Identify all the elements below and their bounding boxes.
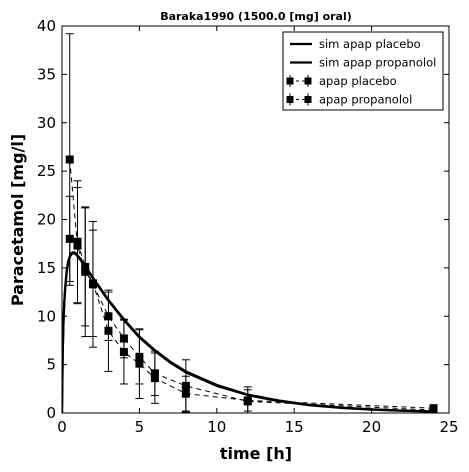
- data-point: [73, 237, 82, 246]
- series-apap-propanolol: [65, 180, 438, 413]
- chart-title: Baraka1990 (1500.0 [mg] oral): [160, 10, 352, 23]
- legend-item: sim apap placebo: [290, 37, 421, 51]
- legend-item: apap propanolol: [286, 93, 412, 107]
- legend: sim apap placebo sim apap propanolol apap …: [282, 31, 444, 111]
- plot-area: [62, 33, 438, 413]
- x-tick-label: 20: [362, 418, 381, 436]
- data-point: [181, 381, 190, 390]
- data-point: [88, 280, 97, 289]
- data-point: [243, 397, 252, 406]
- y-tick-label: 40: [37, 17, 56, 35]
- series-line: [69, 238, 434, 411]
- y-tick-label: 5: [46, 356, 56, 374]
- data-point: [150, 369, 159, 378]
- y-tick-label: 30: [37, 114, 56, 132]
- data-point: [429, 406, 438, 413]
- data-point: [81, 262, 90, 271]
- data-point: [65, 155, 74, 164]
- x-axis-label: time [h]: [220, 444, 292, 463]
- y-tick-label: 35: [37, 65, 56, 83]
- x-tick-label: 15: [285, 418, 304, 436]
- legend-marker: [286, 77, 294, 85]
- legend-label: sim apap propanolol: [319, 56, 436, 70]
- x-tick-label: 10: [207, 418, 226, 436]
- y-tick-label: 15: [37, 259, 56, 277]
- legend-label: apap propanolol: [319, 93, 412, 107]
- x-tick-label: 5: [135, 418, 145, 436]
- legend-item: apap placebo: [286, 74, 397, 88]
- y-tick-label: 25: [37, 162, 56, 180]
- data-point: [65, 234, 74, 243]
- legend-marker: [304, 77, 312, 85]
- y-tick-label: 20: [37, 211, 56, 229]
- legend-marker: [286, 96, 294, 103]
- series-line: [69, 159, 434, 409]
- y-tick-label: 10: [37, 307, 56, 325]
- legend-marker: [304, 96, 312, 103]
- legend-label: apap placebo: [319, 74, 397, 88]
- x-tick-label: 25: [439, 418, 458, 436]
- y-tick-label: 0: [46, 404, 56, 422]
- axis-ticks: 0 5 10 15 20 25 0 5 10 15 20 25 30 35 40: [37, 17, 459, 436]
- y-axis-label: Paracetamol [mg/l]: [8, 134, 27, 306]
- legend-label: sim apap placebo: [319, 37, 421, 51]
- data-point: [119, 334, 128, 343]
- x-tick-label: 0: [57, 418, 67, 436]
- legend-item: sim apap propanolol: [290, 56, 436, 70]
- data-point: [104, 312, 113, 321]
- data-point: [135, 352, 144, 361]
